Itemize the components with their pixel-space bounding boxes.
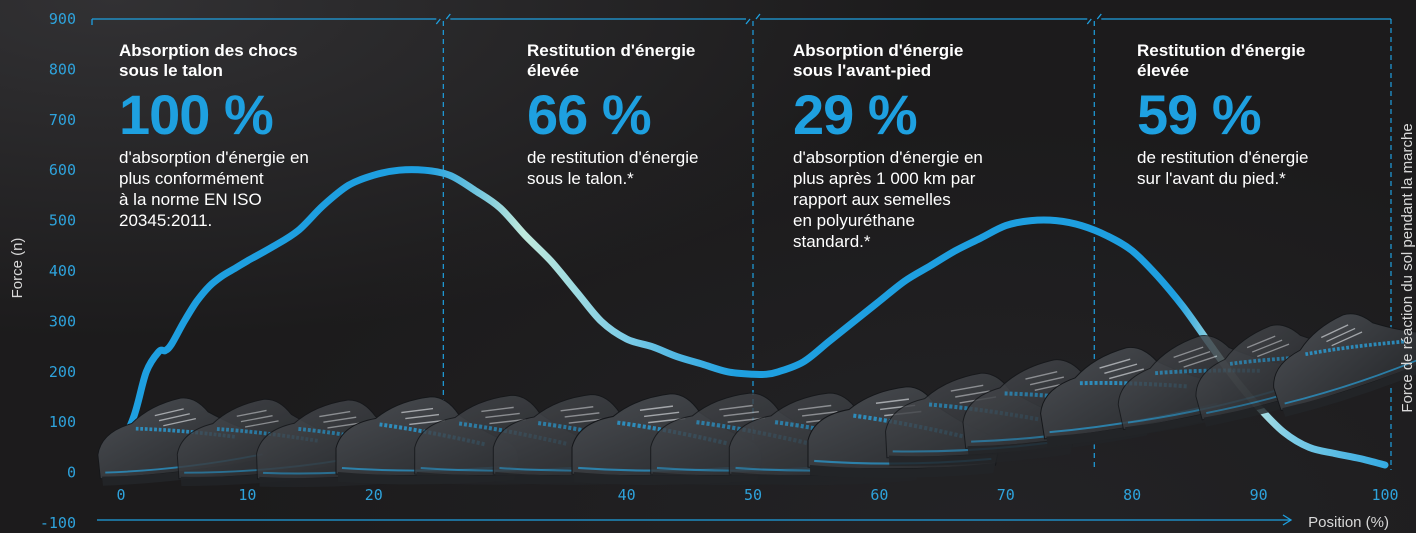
x-tick-label: 10	[238, 486, 256, 504]
section-break-mark	[1086, 13, 1102, 25]
annotation-text: d'absorption d'énergie en plus conformém…	[119, 148, 309, 230]
section-break-mark	[435, 13, 451, 25]
x-tick-label: 60	[870, 486, 888, 504]
annotation-heading: Restitution d'énergie élevée	[527, 41, 696, 80]
annotation-heading: Restitution d'énergie élevée	[1137, 41, 1306, 80]
annotation-value: 66 %	[527, 83, 652, 146]
annotation-heading: Absorption d'énergie sous l'avant-pied	[793, 41, 964, 80]
x-tick-label: 80	[1123, 486, 1141, 504]
x-tick-label: 0	[116, 486, 125, 504]
annotation-text: de restitution d'énergie sur l'avant du …	[1137, 148, 1309, 188]
x-tick-label: 100	[1371, 486, 1398, 504]
y-tick-label: 900	[49, 10, 76, 28]
y-tick-label: 0	[67, 464, 76, 482]
y-tick-label: 600	[49, 161, 76, 179]
y-axis-label: Force (n)	[9, 238, 26, 299]
y-tick-label: 500	[49, 212, 76, 230]
y-tick-label: 700	[49, 111, 76, 129]
annotation-heading: Absorption des chocs sous le talon	[119, 41, 298, 80]
x-axis-arrowhead	[1282, 514, 1293, 526]
y-tick-label: 200	[49, 363, 76, 381]
annotation-text: d'absorption d'énergie en plus après 1 0…	[793, 148, 983, 251]
x-tick-label: 70	[997, 486, 1015, 504]
y-tick-label: 800	[49, 60, 76, 78]
annotation-panel: Absorption d'énergie sous l'avant-pied 2…	[793, 41, 983, 252]
annotation-panel: Absorption des chocs sous le talon 100 %…	[119, 41, 309, 231]
x-tick-label: 20	[365, 486, 383, 504]
annotation-value: 29 %	[793, 83, 918, 146]
annotation-value: 59 %	[1137, 83, 1262, 146]
y-tick-label: -100	[40, 514, 76, 532]
annotation-text: de restitution d'énergie sous le talon.*	[527, 148, 699, 188]
x-axis-label: Position (%)	[1308, 514, 1389, 531]
annotation-panel: Restitution d'énergie élevée 59 % de res…	[1137, 41, 1308, 189]
annotation-panel: Restitution d'énergie élevée 66 % de res…	[527, 41, 698, 189]
section-break-mark	[745, 13, 761, 25]
annotation-value: 100 %	[119, 83, 274, 146]
y-tick-label: 300	[49, 312, 76, 330]
x-tick-label: 90	[1250, 486, 1268, 504]
x-tick-label: 50	[744, 486, 762, 504]
y-tick-label: 400	[49, 262, 76, 280]
y-tick-label: 100	[49, 413, 76, 431]
x-tick-label: 40	[618, 486, 636, 504]
force-curve-line	[111, 166, 1389, 469]
safety-shoe-icon	[1273, 313, 1416, 417]
y2-axis-label: Force de réaction du sol pendant la marc…	[1399, 123, 1416, 412]
